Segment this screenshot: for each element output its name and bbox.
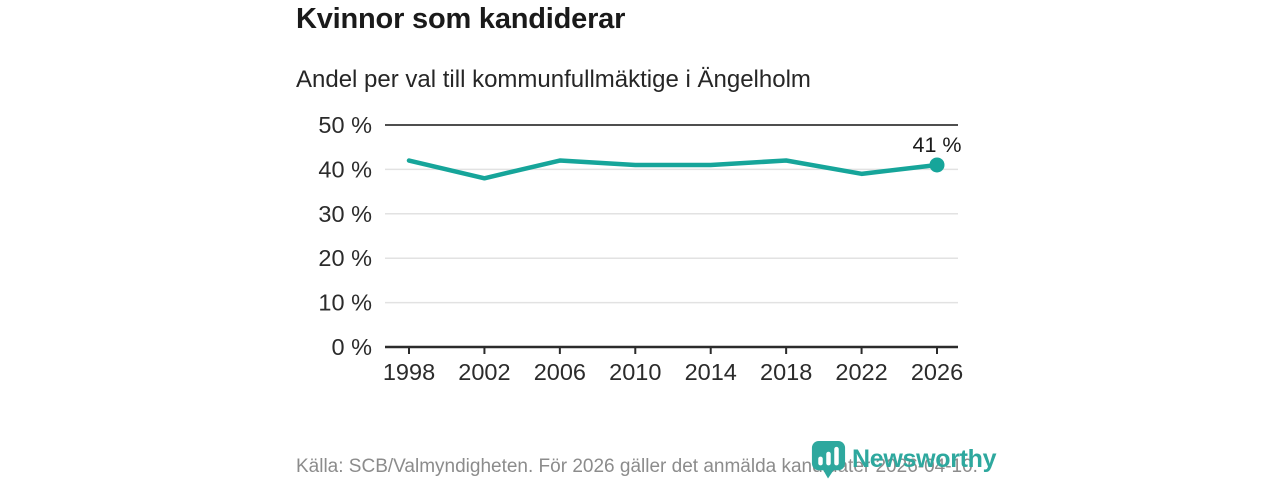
newsworthy-logo-text: Newsworthy bbox=[852, 445, 997, 473]
svg-text:2006: 2006 bbox=[534, 359, 586, 385]
svg-text:2022: 2022 bbox=[835, 359, 887, 385]
svg-text:0 %: 0 % bbox=[332, 334, 373, 360]
svg-text:20 %: 20 % bbox=[318, 245, 372, 271]
svg-text:2018: 2018 bbox=[760, 359, 812, 385]
chart-subtitle: Andel per val till kommunfullmäktige i Ä… bbox=[296, 66, 811, 93]
svg-text:10 %: 10 % bbox=[318, 290, 372, 316]
svg-text:2010: 2010 bbox=[609, 359, 661, 385]
newsworthy-logo: Newsworthy bbox=[810, 440, 997, 479]
svg-text:50 %: 50 % bbox=[318, 112, 372, 138]
svg-text:30 %: 30 % bbox=[318, 201, 372, 227]
svg-text:41 %: 41 % bbox=[912, 133, 961, 157]
svg-text:2014: 2014 bbox=[685, 359, 737, 385]
svg-text:2026: 2026 bbox=[911, 359, 963, 385]
svg-text:2002: 2002 bbox=[458, 359, 510, 385]
svg-text:1998: 1998 bbox=[383, 359, 435, 385]
svg-text:40 %: 40 % bbox=[318, 156, 372, 182]
chart-title: Kvinnor som kandiderar bbox=[296, 3, 626, 35]
source-note: Källa: SCB/Valmyndigheten. För 2026 gäll… bbox=[296, 456, 978, 477]
newsworthy-logo-icon bbox=[811, 440, 846, 479]
